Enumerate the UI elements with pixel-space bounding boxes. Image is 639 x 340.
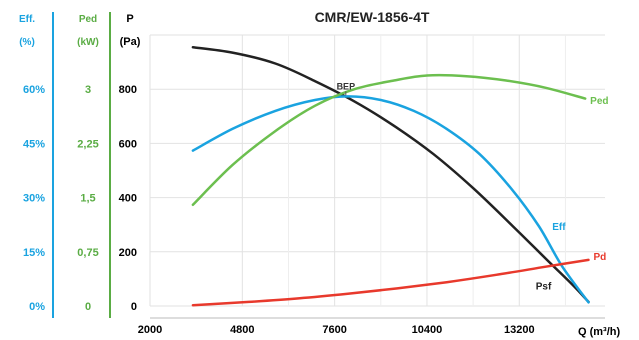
- grid-lines: [149, 34, 605, 319]
- p-tick-label: 600: [119, 138, 137, 150]
- data-series: [191, 45, 590, 307]
- eff-tick-label: 60%: [23, 84, 45, 96]
- p-tick-label: 0: [131, 301, 137, 313]
- p-axis-label-line2: (Pa): [120, 36, 141, 48]
- ped-tick-label: 1,5: [80, 193, 95, 205]
- eff-tick-label: 30%: [23, 193, 45, 205]
- series-line-eff: [191, 95, 590, 304]
- ped-tick-label: 0,75: [77, 247, 98, 259]
- eff-tick-label: 45%: [23, 138, 45, 150]
- ped-tick-label: 3: [85, 84, 91, 96]
- chart-title: CMR/EW-1856-4T: [315, 9, 430, 25]
- ped-axis-label-line1: Ped: [79, 14, 97, 25]
- ped-axis-label-line2: (kW): [77, 37, 99, 48]
- x-tick-label: 13200: [504, 324, 535, 336]
- eff-axis-label-line2: (%): [19, 37, 35, 48]
- series-line-psf: [191, 45, 590, 304]
- ped-tick-label: 2,25: [77, 138, 98, 150]
- ped-tick-label: 0: [85, 301, 91, 313]
- p-tick-label: 800: [119, 84, 137, 96]
- eff-tick-label: 15%: [23, 247, 45, 259]
- bep-annotation-label: BEP: [337, 81, 356, 91]
- x-tick-label: 7600: [322, 324, 346, 336]
- series-label-eff: Eff: [552, 222, 566, 233]
- eff-axis-label-line1: Eff.: [19, 14, 35, 25]
- x-tick-label: 10400: [412, 324, 443, 336]
- series-labels: Ped Eff Pd Psf BEP: [337, 81, 609, 292]
- series-line-ped: [191, 73, 587, 207]
- x-tick-label: 2000: [138, 324, 162, 336]
- p-tick-label: 200: [119, 247, 137, 259]
- series-line-pd: [191, 258, 590, 307]
- series-label-pd: Pd: [593, 252, 606, 263]
- p-tick-label: 400: [119, 193, 137, 205]
- series-label-ped: Ped: [590, 96, 608, 107]
- p-axis-label-line1: P: [126, 13, 133, 25]
- x-tick-label: 4800: [230, 324, 254, 336]
- x-axis-label: Q (m³/h): [578, 326, 620, 338]
- series-label-psf: Psf: [536, 282, 552, 293]
- eff-tick-label: 0%: [29, 301, 45, 313]
- axis-ticks: 0 200 400 600 800 2000 4800 7600 10400 13200 0% 15%…: [23, 84, 535, 336]
